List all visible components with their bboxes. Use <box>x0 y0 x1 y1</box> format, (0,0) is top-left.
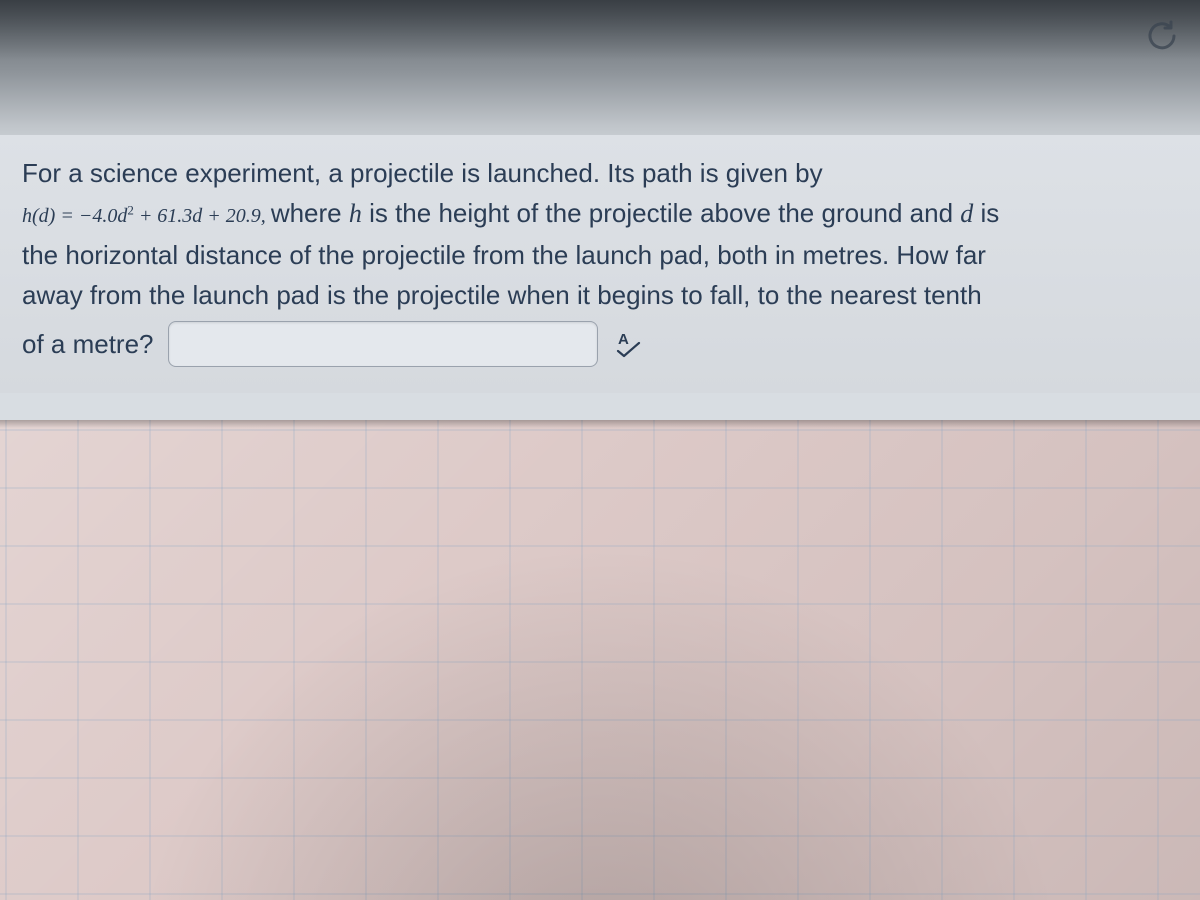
variable-d: d <box>960 199 973 228</box>
variable-h: h <box>349 199 362 228</box>
notebook-grid <box>0 420 1200 900</box>
spellcheck-icon[interactable]: A <box>612 329 642 359</box>
question-line-2b: is the height of the projectile above th… <box>362 198 960 228</box>
question-line-4: away from the launch pad is the projecti… <box>22 280 982 310</box>
screen: For a science experiment, a projectile i… <box>0 0 1200 900</box>
answer-input[interactable] <box>168 321 598 367</box>
question-line-1: For a science experiment, a projectile i… <box>22 158 823 188</box>
question-line-2a: where <box>271 198 349 228</box>
question-card: For a science experiment, a projectile i… <box>0 135 1200 393</box>
formula-suffix: + 61.3d + 20.9, <box>134 205 266 227</box>
answer-row: of a metre? A <box>22 321 1178 367</box>
window-top-shadow <box>0 0 1200 60</box>
question-line-3: the horizontal distance of the projectil… <box>22 240 986 270</box>
refresh-icon[interactable] <box>1144 18 1180 54</box>
question-line-2c: is <box>973 198 999 228</box>
question-formula: h(d) = −4.0d2 + 61.3d + 20.9, <box>22 205 271 227</box>
formula-prefix: h(d) = −4.0d <box>22 205 127 227</box>
notebook-area <box>0 420 1200 900</box>
question-line-5: of a metre? <box>22 324 154 364</box>
notebook-top-edge <box>0 420 1200 428</box>
spellcheck-letter: A <box>618 331 629 348</box>
